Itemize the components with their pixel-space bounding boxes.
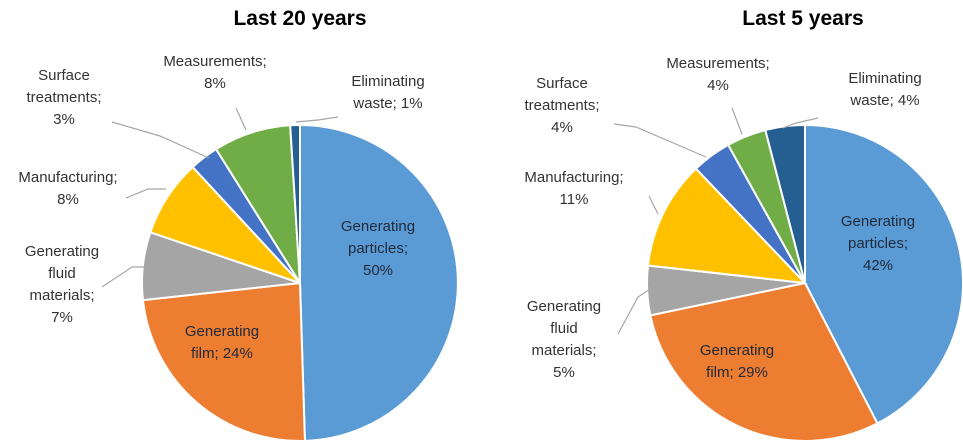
pie-slice-generating-particles xyxy=(804,123,963,425)
data-label-generating-fluid-materials: Generating fluid materials; 5% xyxy=(527,298,601,381)
data-label-measurements: Measurements; 4% xyxy=(666,55,769,94)
data-label-generating-film: Generating film; 29% xyxy=(700,342,774,381)
data-label-surface-treatments: Surface treatments; 4% xyxy=(524,75,599,136)
leader-line-eliminating-waste xyxy=(295,116,339,123)
leader-line-surface-treatments xyxy=(111,121,210,159)
leader-line-measurements xyxy=(235,107,247,131)
pie-slice-eliminating-waste xyxy=(764,123,806,284)
chart-title: Last 5 years xyxy=(742,7,863,30)
pie-slice-manufacturing xyxy=(646,167,808,285)
pie-slice-generating-film xyxy=(649,281,879,442)
data-label-surface-treatments: Surface treatments; 3% xyxy=(26,67,101,128)
data-label-generating-film: Generating film; 24% xyxy=(185,323,259,362)
pie-slice-generating-particles xyxy=(299,123,459,442)
data-label-manufacturing: Manufacturing; 8% xyxy=(18,169,117,208)
leader-line-generating-fluid-materials xyxy=(617,288,651,335)
leader-line-generating-fluid-materials xyxy=(101,266,144,288)
pie-slice-generating-film xyxy=(141,281,306,442)
data-label-generating-particles: Generating particles; 50% xyxy=(341,218,415,279)
pie-chart-1: Last 20 years Generating particles; 50% Gene… xyxy=(18,7,459,442)
data-label-measurements: Measurements; 8% xyxy=(163,53,266,92)
data-label-generating-fluid-materials: Generating fluid materials; 7% xyxy=(25,243,99,326)
chart-title: Last 20 years xyxy=(233,7,366,30)
data-label-manufacturing: Manufacturing; 11% xyxy=(524,169,623,208)
pie-slice-eliminating-waste xyxy=(289,123,301,284)
leader-line-manufacturing xyxy=(125,188,166,199)
pie-chart-2: Last 5 years Generating particles; 42% Gener… xyxy=(524,7,963,442)
data-label-eliminating-waste: Eliminating waste; 4% xyxy=(848,70,921,109)
data-label-eliminating-waste: Eliminating waste; 1% xyxy=(351,73,424,112)
leader-line-eliminating-waste xyxy=(782,117,819,129)
leader-line-manufacturing xyxy=(648,195,659,215)
leader-line-measurements xyxy=(731,107,743,135)
leader-line-surface-treatments xyxy=(613,123,707,158)
data-label-generating-particles: Generating particles; 42% xyxy=(841,213,915,274)
